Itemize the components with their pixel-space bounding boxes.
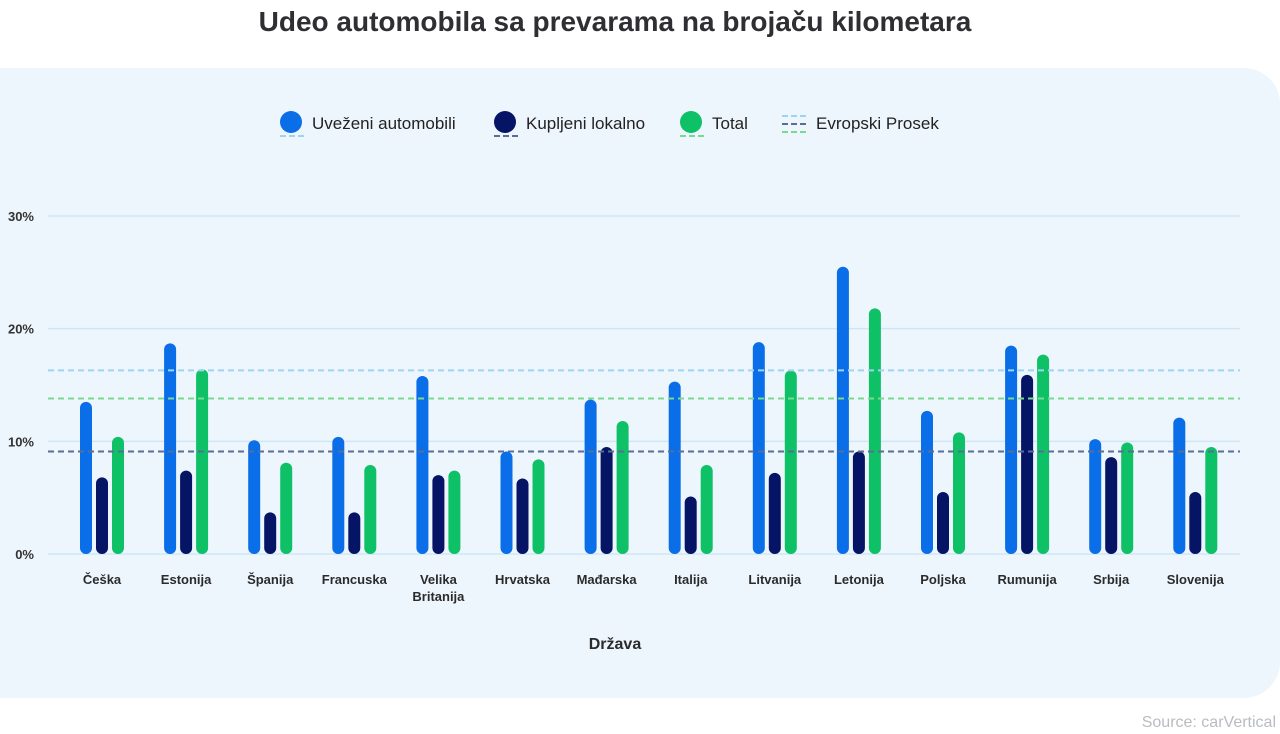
x-tick-label: Litvanija [748, 572, 802, 587]
x-tick-label-line: Slovenija [1167, 572, 1225, 587]
bar-0-0 [80, 401, 92, 554]
bar-1-7 [684, 496, 697, 554]
x-tick-label: Velika Britanija [412, 572, 465, 604]
bar-0-7 [668, 381, 681, 554]
x-axis-title: Država [589, 636, 642, 653]
bar-2-1 [196, 369, 209, 554]
bar-0-11 [1005, 345, 1018, 554]
x-tick-label: Italija [674, 572, 708, 587]
bar-1-3 [348, 512, 361, 554]
bar-1-8 [768, 472, 781, 554]
chart-legend: Uveženi automobili Kupljeni lokalno Tota… [0, 108, 1280, 148]
legend-label-eu-average: Evropski Prosek [816, 114, 939, 133]
chart-panel [0, 68, 1280, 698]
bar-0-5 [500, 451, 513, 554]
bar-1-13 [1189, 492, 1202, 554]
bar-2-12 [1121, 442, 1134, 554]
legend-swatch-imported [280, 111, 302, 133]
x-tick-label-line: Velika [420, 572, 458, 587]
bar-0-4 [416, 375, 429, 554]
bar-0-1 [164, 343, 177, 554]
y-tick-label: 20% [8, 322, 34, 337]
bar-1-10 [937, 492, 949, 554]
bar-1-9 [852, 451, 865, 554]
legend-dash-eu-1 [782, 115, 806, 117]
x-tick-label: Španija [247, 572, 294, 587]
x-tick-label: Rumunija [997, 572, 1057, 587]
x-tick-label-line: Estonija [161, 572, 212, 587]
bar-0-13 [1173, 417, 1186, 554]
x-tick-label: Poljska [920, 572, 966, 587]
x-tick-label-line: Mađarska [577, 572, 638, 587]
bar-1-0 [96, 477, 108, 554]
bar-2-5 [532, 459, 545, 554]
bar-1-12 [1105, 457, 1118, 554]
x-tick-label: Mađarska [577, 572, 638, 587]
bar-2-0 [112, 436, 124, 554]
x-tick-label: Slovenija [1167, 572, 1225, 587]
legend-dash-eu-2 [782, 123, 806, 125]
bar-0-8 [752, 342, 765, 554]
y-tick-label: 30% [8, 209, 34, 224]
bar-2-13 [1205, 446, 1218, 554]
bar-0-2 [248, 440, 261, 554]
source-note: Source: carVertical [1141, 714, 1276, 731]
x-tick-label-line: Francuska [322, 572, 388, 587]
bar-1-5 [516, 478, 529, 554]
x-tick-label-line: Češka [83, 572, 122, 587]
bar-1-6 [600, 446, 613, 554]
bar-2-2 [280, 462, 293, 554]
bar-1-1 [180, 470, 193, 554]
bar-2-8 [784, 370, 797, 554]
bar-1-2 [264, 512, 277, 554]
x-tick-label-line: Italija [674, 572, 708, 587]
bar-2-3 [364, 464, 377, 554]
bar-2-11 [1037, 354, 1050, 554]
bar-2-9 [868, 308, 881, 554]
legend-dash-imported [280, 135, 304, 137]
x-tick-label-line: Litvanija [748, 572, 802, 587]
bar-1-11 [1021, 374, 1034, 554]
legend-swatch-total [680, 111, 702, 133]
legend-swatch-local [494, 111, 516, 133]
chart-title: Udeo automobila sa prevarama na brojaču … [258, 6, 972, 37]
bar-0-6 [584, 399, 597, 554]
x-tick-label: Francuska [322, 572, 388, 587]
x-tick-label: Letonija [834, 572, 885, 587]
bar-0-10 [921, 410, 933, 554]
x-tick-label-line: Španija [247, 572, 294, 587]
bar-0-12 [1089, 439, 1102, 554]
legend-dash-total [680, 135, 704, 137]
x-tick-label: Hrvatska [495, 572, 551, 587]
legend-label-local: Kupljeni lokalno [526, 114, 646, 133]
legend-label-imported: Uveženi automobili [312, 114, 456, 133]
legend-dash-local [494, 135, 518, 137]
legend-label-total: Total [712, 114, 748, 133]
x-tick-label: Srbija [1093, 572, 1130, 587]
bar-2-6 [616, 421, 629, 554]
x-tick-label-line: Letonija [834, 572, 885, 587]
bar-2-7 [700, 464, 713, 554]
bar-0-3 [332, 436, 345, 554]
bar-2-10 [953, 432, 965, 554]
x-tick-label-line: Britanija [412, 589, 465, 604]
bar-0-9 [836, 266, 849, 554]
y-tick-label: 0% [15, 547, 34, 562]
x-tick-label-line: Srbija [1093, 572, 1130, 587]
bar-1-4 [432, 475, 445, 554]
y-tick-label: 10% [8, 434, 34, 449]
x-tick-label-line: Rumunija [997, 572, 1057, 587]
x-tick-label-line: Hrvatska [495, 572, 551, 587]
legend-dash-eu-3 [782, 131, 806, 133]
bar-2-4 [448, 470, 461, 554]
x-tick-label: Češka [83, 572, 122, 587]
x-tick-label: Estonija [161, 572, 212, 587]
x-tick-label-line: Poljska [920, 572, 966, 587]
